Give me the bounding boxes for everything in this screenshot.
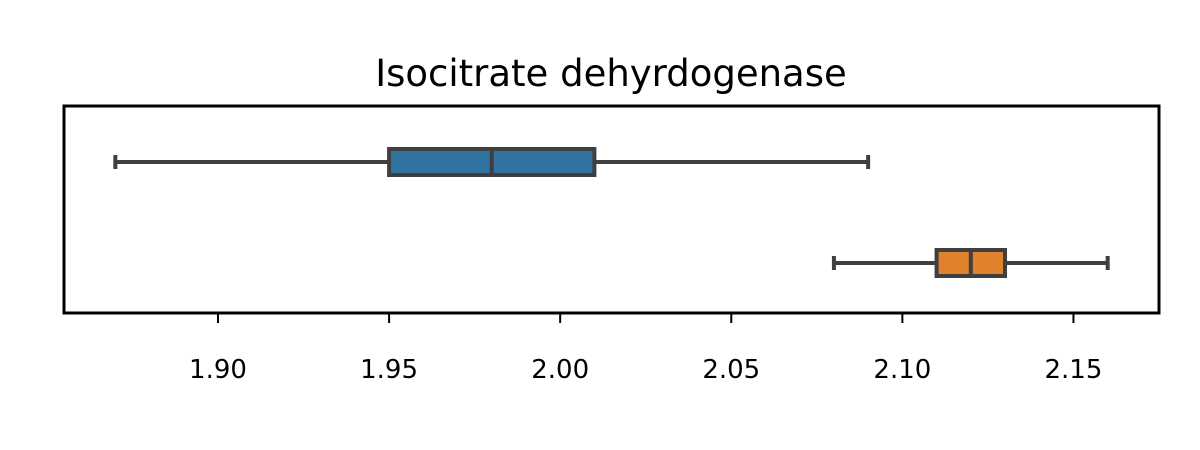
box-group-1 [115, 149, 868, 175]
axes-frame [64, 106, 1159, 313]
box-group-2 [834, 250, 1108, 276]
x-tick-label: 2.15 [1045, 355, 1103, 385]
x-tick-label: 1.90 [189, 355, 247, 385]
x-tick-label: 1.95 [360, 355, 418, 385]
x-axis: 1.90 1.95 2.00 2.05 2.10 2.15 [189, 313, 1102, 385]
x-tick-label: 2.05 [702, 355, 760, 385]
x-tick-label: 2.10 [873, 355, 931, 385]
chart-title: Isocitrate dehyrdogenase [375, 52, 847, 95]
x-tick-label: 2.00 [531, 355, 589, 385]
plot-area [115, 149, 1107, 276]
